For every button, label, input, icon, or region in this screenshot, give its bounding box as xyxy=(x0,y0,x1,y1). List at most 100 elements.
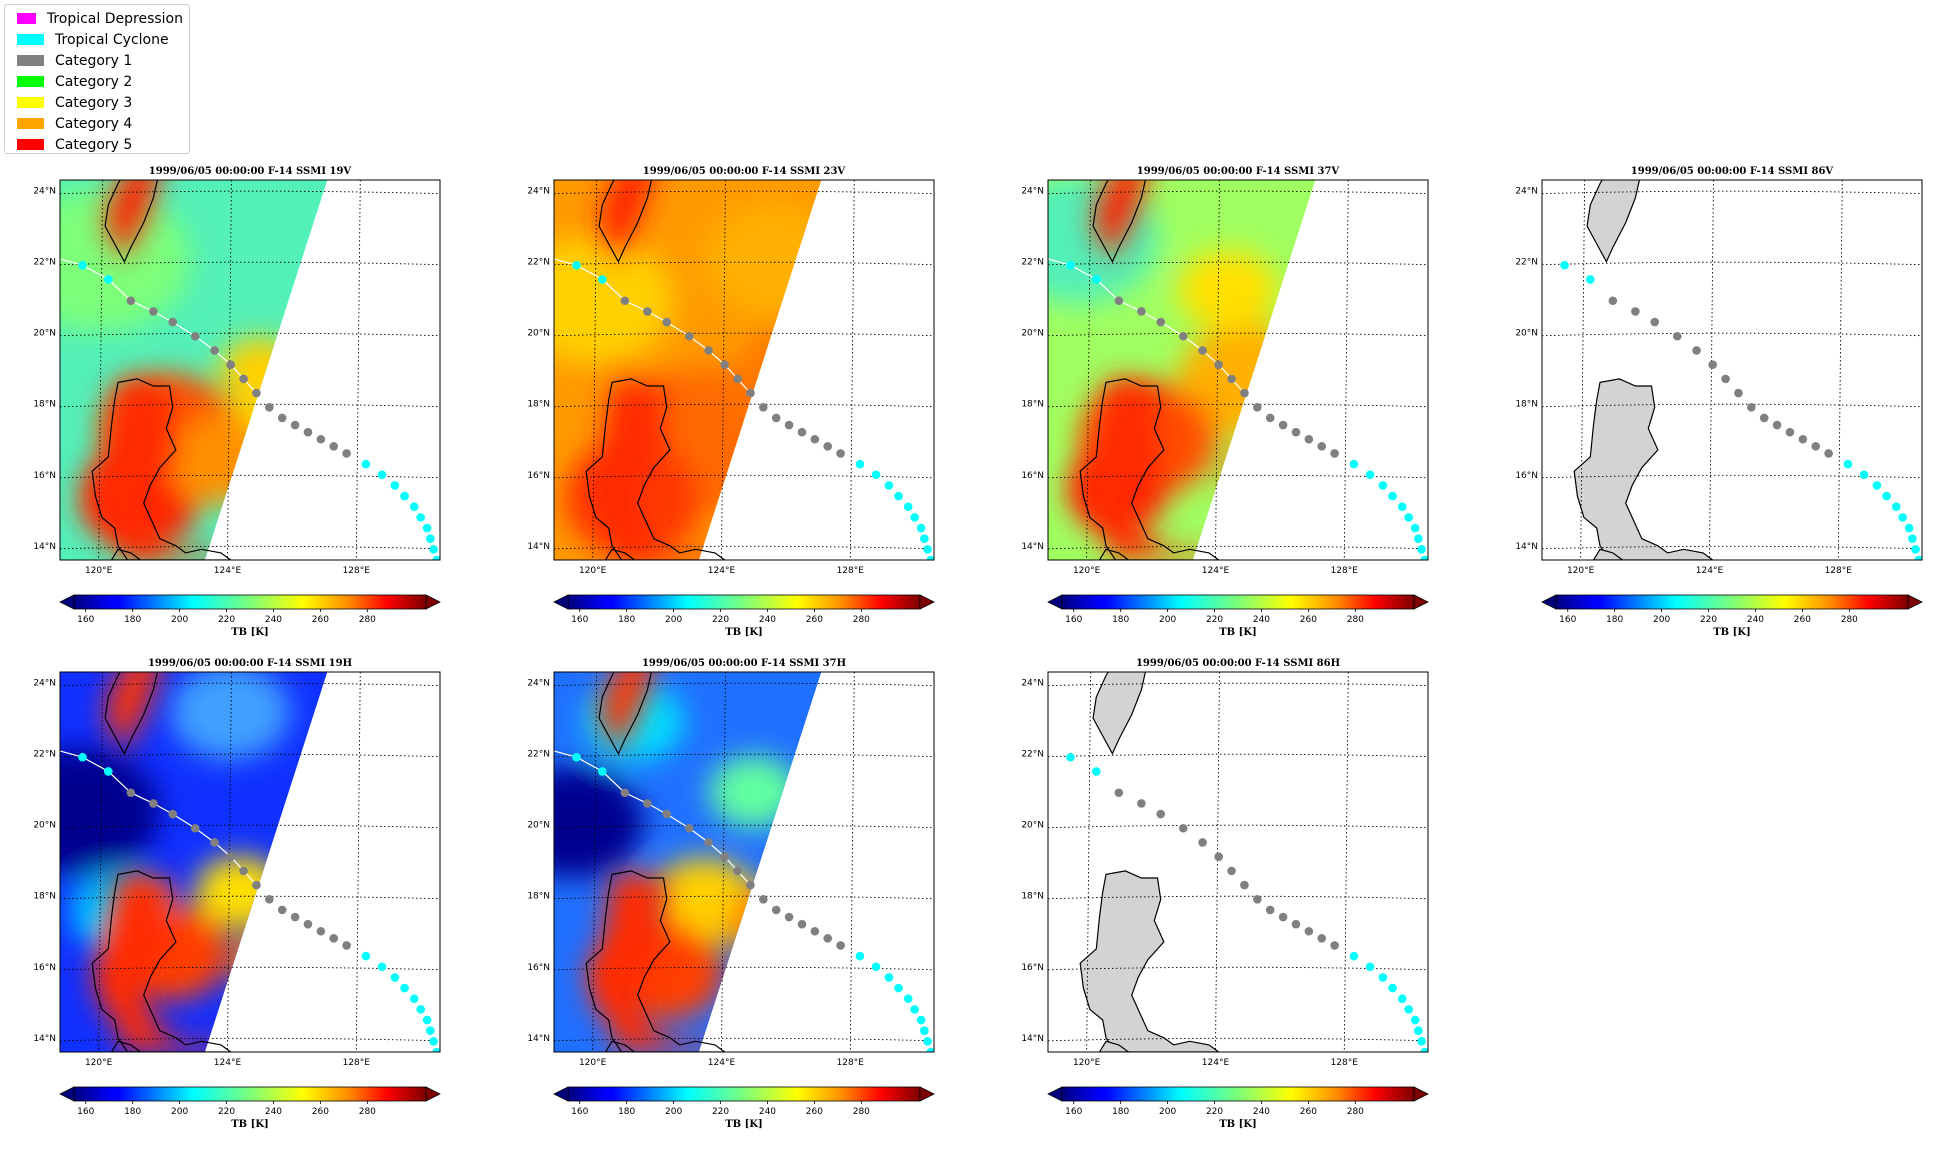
track-point xyxy=(1404,513,1413,522)
lat-label: 16°N xyxy=(527,471,550,481)
lat-gridline xyxy=(554,824,934,829)
lat-gridline xyxy=(1048,895,1428,900)
colorbar-tick: 280 xyxy=(1841,615,1858,625)
lat-label: 20°N xyxy=(1021,821,1044,831)
lat-gridline xyxy=(1542,403,1922,408)
lat-label: 14°N xyxy=(527,1034,550,1044)
track-point xyxy=(1388,983,1397,993)
lon-gridline xyxy=(721,180,726,560)
track-point xyxy=(149,307,158,316)
lat-gridline xyxy=(554,403,934,408)
lon-gridline xyxy=(592,672,598,1052)
legend-swatch xyxy=(17,13,36,24)
map-svg: 1999/06/05 00:00:00 F-14 SSMI 19H 24°N 22°… xyxy=(33,658,441,1130)
track-point xyxy=(361,459,371,469)
lat-gridline xyxy=(1542,261,1922,266)
lat-gridline xyxy=(1048,966,1428,971)
track-point xyxy=(432,1047,440,1052)
colorbar-tick: 220 xyxy=(218,1107,235,1117)
panel-title: 1999/06/05 00:00:00 F-14 SSMI 86H xyxy=(1136,658,1340,669)
legend-label: Category 5 xyxy=(55,136,133,153)
track-point xyxy=(1066,752,1075,762)
legend-label: Category 2 xyxy=(55,73,133,90)
panel-title: 1999/06/05 00:00:00 F-14 SSMI 37H xyxy=(642,658,846,669)
lat-label: 24°N xyxy=(1021,679,1044,689)
track-point xyxy=(1414,1026,1423,1035)
track-point xyxy=(252,880,261,890)
track-point xyxy=(1397,994,1407,1004)
track-point xyxy=(1914,555,1922,560)
track-point xyxy=(1911,545,1920,554)
colorbar-tick: 260 xyxy=(312,615,329,625)
colorbar-tick: 220 xyxy=(1206,1107,1223,1117)
track-point xyxy=(1692,346,1701,355)
track-point xyxy=(361,951,371,961)
track-point xyxy=(1872,481,1882,490)
lat-label: 20°N xyxy=(527,329,550,339)
track-point xyxy=(1240,388,1249,398)
colorbar-label: TB [K] xyxy=(231,1119,269,1130)
track-point xyxy=(168,317,178,327)
lat-gridline xyxy=(554,753,934,758)
track-point xyxy=(920,534,929,543)
lat-gridline xyxy=(60,545,440,550)
lat-label: 14°N xyxy=(33,542,56,552)
lat-label: 24°N xyxy=(1515,187,1538,197)
track-point xyxy=(342,941,351,950)
track-point xyxy=(252,388,261,398)
track-point xyxy=(1824,449,1833,458)
colorbar: 160 180 200 220 240 260 280 TB [K] xyxy=(59,594,441,638)
lat-gridline xyxy=(1048,332,1428,337)
lon-gridline xyxy=(1215,672,1220,1052)
lon-label: 120°E xyxy=(1567,566,1595,576)
track-point xyxy=(78,260,87,270)
track-point xyxy=(1330,941,1339,950)
colorbar-tick: 180 xyxy=(124,1107,141,1117)
track-point xyxy=(429,1037,438,1046)
panel-title: 1999/06/05 00:00:00 F-14 SSMI 19V xyxy=(149,166,352,177)
colorbar: 160 180 200 220 240 260 280 TB [K] xyxy=(1541,594,1923,638)
lat-label: 20°N xyxy=(33,329,56,339)
track-point xyxy=(1843,459,1853,469)
island-outline xyxy=(604,548,636,560)
lon-label: 128°E xyxy=(1331,1058,1359,1068)
track-point xyxy=(1278,912,1288,922)
lat-gridline xyxy=(554,1037,934,1042)
lat-label: 14°N xyxy=(1515,542,1538,552)
legend-swatch xyxy=(17,34,44,45)
lat-gridline xyxy=(60,753,440,758)
colorbar-tick: 200 xyxy=(1159,615,1176,625)
lat-label: 14°N xyxy=(1021,542,1044,552)
track-point xyxy=(894,983,903,993)
track-point xyxy=(226,360,235,369)
lon-gridline xyxy=(1580,180,1586,560)
track-point xyxy=(1414,534,1423,543)
luzon-outline xyxy=(1079,870,1220,1052)
lat-label: 18°N xyxy=(527,892,550,902)
track-point xyxy=(784,912,794,922)
lat-label: 20°N xyxy=(1515,329,1538,339)
luzon-outline xyxy=(1573,378,1714,560)
colorbar-label: TB [K] xyxy=(1219,627,1257,638)
lat-gridline xyxy=(554,261,934,266)
lon-gridline xyxy=(721,672,726,1052)
legend-item: Category 2 xyxy=(11,71,183,92)
lat-label: 16°N xyxy=(33,471,56,481)
track-point xyxy=(759,894,768,904)
lat-gridline xyxy=(1048,190,1428,195)
lat-label: 24°N xyxy=(527,187,550,197)
lat-gridline xyxy=(554,474,934,479)
luzon-outline xyxy=(91,870,232,1052)
track-point xyxy=(720,360,729,369)
track-point xyxy=(923,545,932,554)
track-point xyxy=(1114,788,1124,798)
colorbar-tick: 200 xyxy=(665,615,682,625)
lat-gridline xyxy=(60,261,440,266)
track-point xyxy=(1404,1005,1413,1014)
track-point xyxy=(855,459,865,469)
map-panel-23v: 1999/06/05 00:00:00 F-14 SSMI 23V 24°N 22°… xyxy=(527,164,1034,654)
lat-gridline xyxy=(60,190,440,195)
lon-label: 128°E xyxy=(343,1058,371,1068)
track-point xyxy=(598,275,607,284)
colorbar-tick: 220 xyxy=(712,615,729,625)
